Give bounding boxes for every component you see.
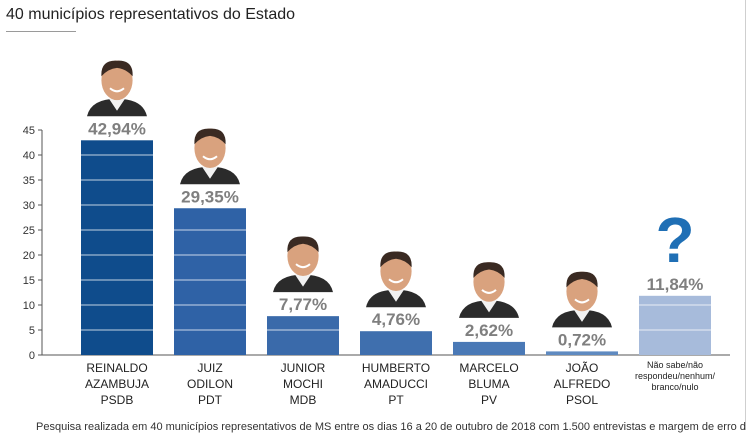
bar-4 bbox=[453, 341, 525, 355]
category-label-4-line-2: PV bbox=[481, 393, 497, 407]
portrait-reinaldo-azambuja bbox=[87, 60, 147, 117]
portrait-joao-alfredo bbox=[552, 271, 612, 328]
category-label-5-line-0: JOÃO bbox=[566, 361, 599, 375]
category-label-0-line-0: REINALDO bbox=[86, 361, 147, 375]
bar-5 bbox=[546, 351, 618, 355]
bar-0 bbox=[81, 140, 153, 355]
portrait-junior-mochi bbox=[273, 236, 333, 293]
category-label-2-line-2: MDB bbox=[290, 393, 317, 407]
category-label-5-line-1: ALFREDO bbox=[554, 377, 611, 391]
y-tick-label-30: 30 bbox=[23, 200, 35, 212]
y-tick-label-40: 40 bbox=[23, 150, 35, 162]
y-tick-label-20: 20 bbox=[23, 250, 35, 262]
category-label-2-line-0: JUNIOR bbox=[281, 361, 326, 375]
bar-6 bbox=[639, 295, 711, 355]
category-label-4-line-0: MARCELO bbox=[459, 361, 518, 375]
bar-2 bbox=[267, 316, 339, 355]
portrait-humberto-amaducci bbox=[366, 251, 426, 308]
portrait-marcelo-bluma bbox=[459, 262, 519, 318]
bar-3 bbox=[360, 331, 432, 355]
page-title: 40 municípios representativos do Estado bbox=[6, 6, 296, 23]
y-tick-label-5: 5 bbox=[29, 325, 35, 337]
category-label-5-line-2: PSOL bbox=[566, 393, 598, 407]
value-label-1: 29,35% bbox=[181, 187, 239, 206]
category-label-3-line-2: PT bbox=[388, 393, 404, 407]
value-label-4: 2,62% bbox=[465, 321, 513, 340]
category-label-1-line-2: PDT bbox=[198, 393, 223, 407]
category-label-4-line-1: BLUMA bbox=[468, 377, 509, 391]
y-tick-label-15: 15 bbox=[23, 275, 35, 287]
footnote: Pesquisa realizada em 40 municípios repr… bbox=[36, 421, 746, 433]
category-label-0-line-1: AZAMBUJA bbox=[85, 377, 149, 391]
category-label-0-line-2: PSDB bbox=[101, 393, 134, 407]
category-label-6-line-2: branco/nulo bbox=[651, 382, 698, 392]
category-label-2-line-1: MOCHI bbox=[283, 377, 323, 391]
value-label-0: 42,94% bbox=[88, 119, 146, 138]
bar-1 bbox=[174, 208, 246, 355]
y-tick-label-35: 35 bbox=[23, 175, 35, 187]
category-label-3-line-1: AMADUCCI bbox=[364, 377, 428, 391]
question-mark-icon: ? bbox=[655, 204, 694, 276]
value-label-2: 7,77% bbox=[279, 295, 327, 314]
value-label-5: 0,72% bbox=[558, 330, 606, 349]
y-tick-label-25: 25 bbox=[23, 225, 35, 237]
value-label-6: 11,84% bbox=[647, 275, 704, 294]
value-label-3: 4,76% bbox=[372, 310, 420, 329]
y-tick-label-45: 45 bbox=[23, 125, 35, 137]
category-label-6-line-1: respondeu/nenhum/ bbox=[635, 371, 716, 381]
frame-border bbox=[745, 0, 746, 430]
y-tick-label-0: 0 bbox=[29, 350, 35, 362]
category-label-1-line-1: ODILON bbox=[187, 377, 233, 391]
portrait-juiz-odilon bbox=[180, 128, 240, 185]
category-label-1-line-0: JUIZ bbox=[197, 361, 222, 375]
category-label-3-line-0: HUMBERTO bbox=[362, 361, 430, 375]
y-tick-label-10: 10 bbox=[23, 300, 35, 312]
category-label-6-line-0: Não sabe/não bbox=[647, 360, 703, 370]
title-divider bbox=[6, 31, 76, 32]
